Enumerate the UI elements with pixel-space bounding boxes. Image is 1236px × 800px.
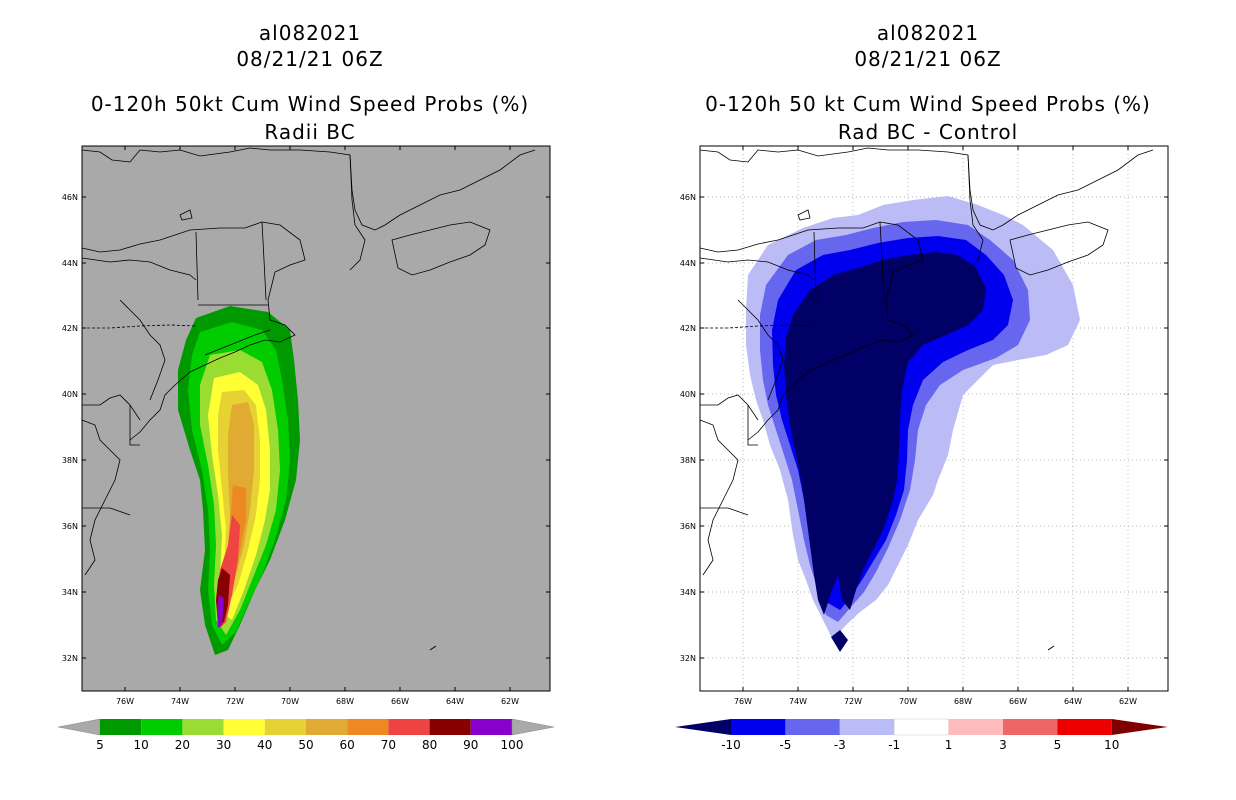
right-difference-map: 46N 44N 42N 40N 38N 36N 34N 32N 76W 74W 72W 70W 68W…	[675, 145, 1169, 752]
lat-label: 34N	[680, 588, 696, 597]
colorbar-box	[731, 719, 786, 735]
lon-label: 62W	[1119, 697, 1137, 706]
lat-label: 38N	[680, 456, 696, 465]
colorbar-box	[182, 719, 224, 735]
lon-label: 74W	[789, 697, 807, 706]
colorbar-label: -3	[834, 738, 846, 752]
lon-label: 64W	[446, 697, 464, 706]
lon-label: 76W	[116, 697, 134, 706]
colorbar-label: -10	[721, 738, 741, 752]
lon-label: 64W	[1064, 697, 1082, 706]
colorbar-label: 5	[1054, 738, 1062, 752]
lon-label: 62W	[501, 697, 519, 706]
colorbar-label: -5	[779, 738, 791, 752]
colorbar-arrow-right	[1111, 719, 1168, 735]
lat-label: 44N	[680, 259, 696, 268]
colorbar-arrow-right	[511, 718, 555, 736]
right-subtitle: Rad BC - Control	[837, 120, 1019, 144]
lat-label: 32N	[62, 654, 78, 663]
lon-label: 72W	[226, 697, 244, 706]
lat-label: 36N	[680, 522, 696, 531]
colorbar-label: 5	[96, 738, 104, 752]
colorbar-label: 50	[298, 738, 313, 752]
colorbar-box	[141, 719, 183, 735]
colorbar-label: -1	[888, 738, 900, 752]
colorbar-label: 80	[422, 738, 437, 752]
right-contour-minus10-tail	[831, 630, 848, 652]
colorbar-label: 60	[340, 738, 355, 752]
lon-label: 74W	[171, 697, 189, 706]
colorbar-box	[388, 719, 430, 735]
lon-label: 66W	[391, 697, 409, 706]
lat-label: 40N	[680, 390, 696, 399]
left-border-dashed	[82, 324, 197, 329]
colorbar-label: 30	[216, 738, 231, 752]
lat-label: 42N	[680, 324, 696, 333]
lat-label: 32N	[680, 654, 696, 663]
lon-label: 68W	[954, 697, 972, 706]
left-probability-contours	[178, 306, 300, 655]
right-difference-contours	[746, 196, 1080, 652]
right-title: 0-120h 50 kt Cum Wind Speed Probs (%)	[705, 92, 1151, 116]
colorbar-arrow-left	[57, 718, 101, 736]
left-colorbar: 5 10 20 30 40 50 60 70 80 90 100	[57, 718, 555, 752]
left-map-background	[81, 145, 551, 692]
colorbar-box	[347, 719, 389, 735]
colorbar-label: 10	[134, 738, 149, 752]
lat-label: 44N	[62, 259, 78, 268]
colorbar-box	[306, 719, 348, 735]
lon-label: 76W	[734, 697, 752, 706]
lon-label: 66W	[1009, 697, 1027, 706]
colorbar-label: 1	[945, 738, 953, 752]
lon-label: 72W	[844, 697, 862, 706]
right-datetime: 08/21/21 06Z	[854, 47, 1002, 71]
right-contour-minus10	[784, 252, 986, 615]
lat-label: 46N	[62, 193, 78, 202]
right-storm-id: al082021	[876, 21, 980, 45]
colorbar-label: 10	[1104, 738, 1119, 752]
right-colorbar: -10 -5 -3 -1 1 3 5 10	[675, 718, 1168, 752]
colorbar-box	[893, 718, 949, 736]
right-coastlines	[699, 147, 1154, 576]
colorbar-box	[948, 719, 1003, 735]
lat-label: 46N	[680, 193, 696, 202]
colorbar-box	[429, 719, 471, 735]
colorbar-label: 3	[999, 738, 1007, 752]
lat-label: 38N	[62, 456, 78, 465]
left-subtitle: Radii BC	[264, 120, 356, 144]
lat-label: 36N	[62, 522, 78, 531]
colorbar-box	[100, 719, 142, 735]
lon-label: 68W	[336, 697, 354, 706]
lat-label: 34N	[62, 588, 78, 597]
colorbar-box	[1057, 719, 1112, 735]
colorbar-arrow-left	[675, 719, 731, 735]
right-border-dashed	[700, 324, 815, 329]
colorbar-label: 40	[257, 738, 272, 752]
left-datetime: 08/21/21 06Z	[236, 47, 384, 71]
left-contour-90	[217, 595, 224, 628]
colorbar-label: 90	[463, 738, 478, 752]
lat-label: 40N	[62, 390, 78, 399]
colorbar-label: 70	[381, 738, 396, 752]
colorbar-box	[264, 719, 306, 735]
colorbar-box	[470, 719, 512, 735]
left-island	[429, 645, 437, 651]
lon-label: 70W	[899, 697, 917, 706]
colorbar-box	[839, 719, 895, 735]
lat-label: 42N	[62, 324, 78, 333]
colorbar-label: 20	[175, 738, 190, 752]
left-title: 0-120h 50kt Cum Wind Speed Probs (%)	[90, 92, 530, 116]
colorbar-label: 100	[501, 738, 524, 752]
colorbar-box	[1003, 719, 1058, 735]
colorbar-box	[223, 719, 265, 735]
colorbar-box	[785, 719, 840, 735]
lon-label: 70W	[281, 697, 299, 706]
right-island	[1047, 645, 1055, 651]
left-coastlines	[81, 147, 536, 576]
left-storm-id: al082021	[258, 21, 362, 45]
left-probability-map: 46N 44N 42N 40N 38N 36N 34N 32N 76W 74W 72W 70W 68W…	[57, 145, 555, 752]
